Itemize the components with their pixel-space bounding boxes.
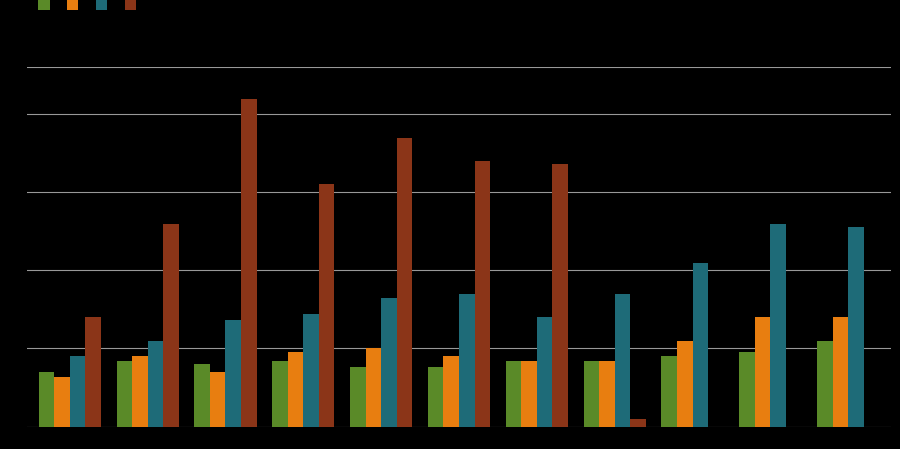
Bar (630, 419, 646, 427)
Bar (755, 317, 770, 427)
Bar (116, 361, 132, 427)
Bar (303, 314, 319, 427)
Bar (54, 377, 70, 427)
Bar (677, 341, 692, 427)
Bar (288, 352, 303, 427)
Bar (163, 224, 179, 427)
Legend: , , , : , , , (33, 0, 143, 18)
Bar (506, 361, 521, 427)
Bar (319, 185, 335, 427)
Bar (662, 356, 677, 427)
Bar (272, 361, 288, 427)
Bar (148, 341, 163, 427)
Bar (536, 317, 553, 427)
Bar (70, 356, 86, 427)
Bar (194, 364, 210, 427)
Bar (444, 356, 459, 427)
Bar (365, 348, 382, 427)
Bar (397, 138, 412, 427)
Bar (583, 361, 599, 427)
Bar (350, 367, 365, 427)
Bar (770, 224, 786, 427)
Bar (382, 299, 397, 427)
Bar (521, 361, 536, 427)
Bar (39, 372, 54, 427)
Bar (739, 352, 755, 427)
Bar (817, 341, 833, 427)
Bar (832, 317, 848, 427)
Bar (474, 161, 490, 427)
Bar (459, 294, 474, 427)
Bar (848, 227, 864, 427)
Bar (210, 372, 226, 427)
Bar (553, 164, 568, 427)
Bar (226, 320, 241, 427)
Bar (615, 294, 630, 427)
Bar (86, 317, 101, 427)
Bar (428, 367, 444, 427)
Bar (241, 99, 256, 427)
Bar (599, 361, 615, 427)
Bar (132, 356, 148, 427)
Bar (692, 263, 708, 427)
